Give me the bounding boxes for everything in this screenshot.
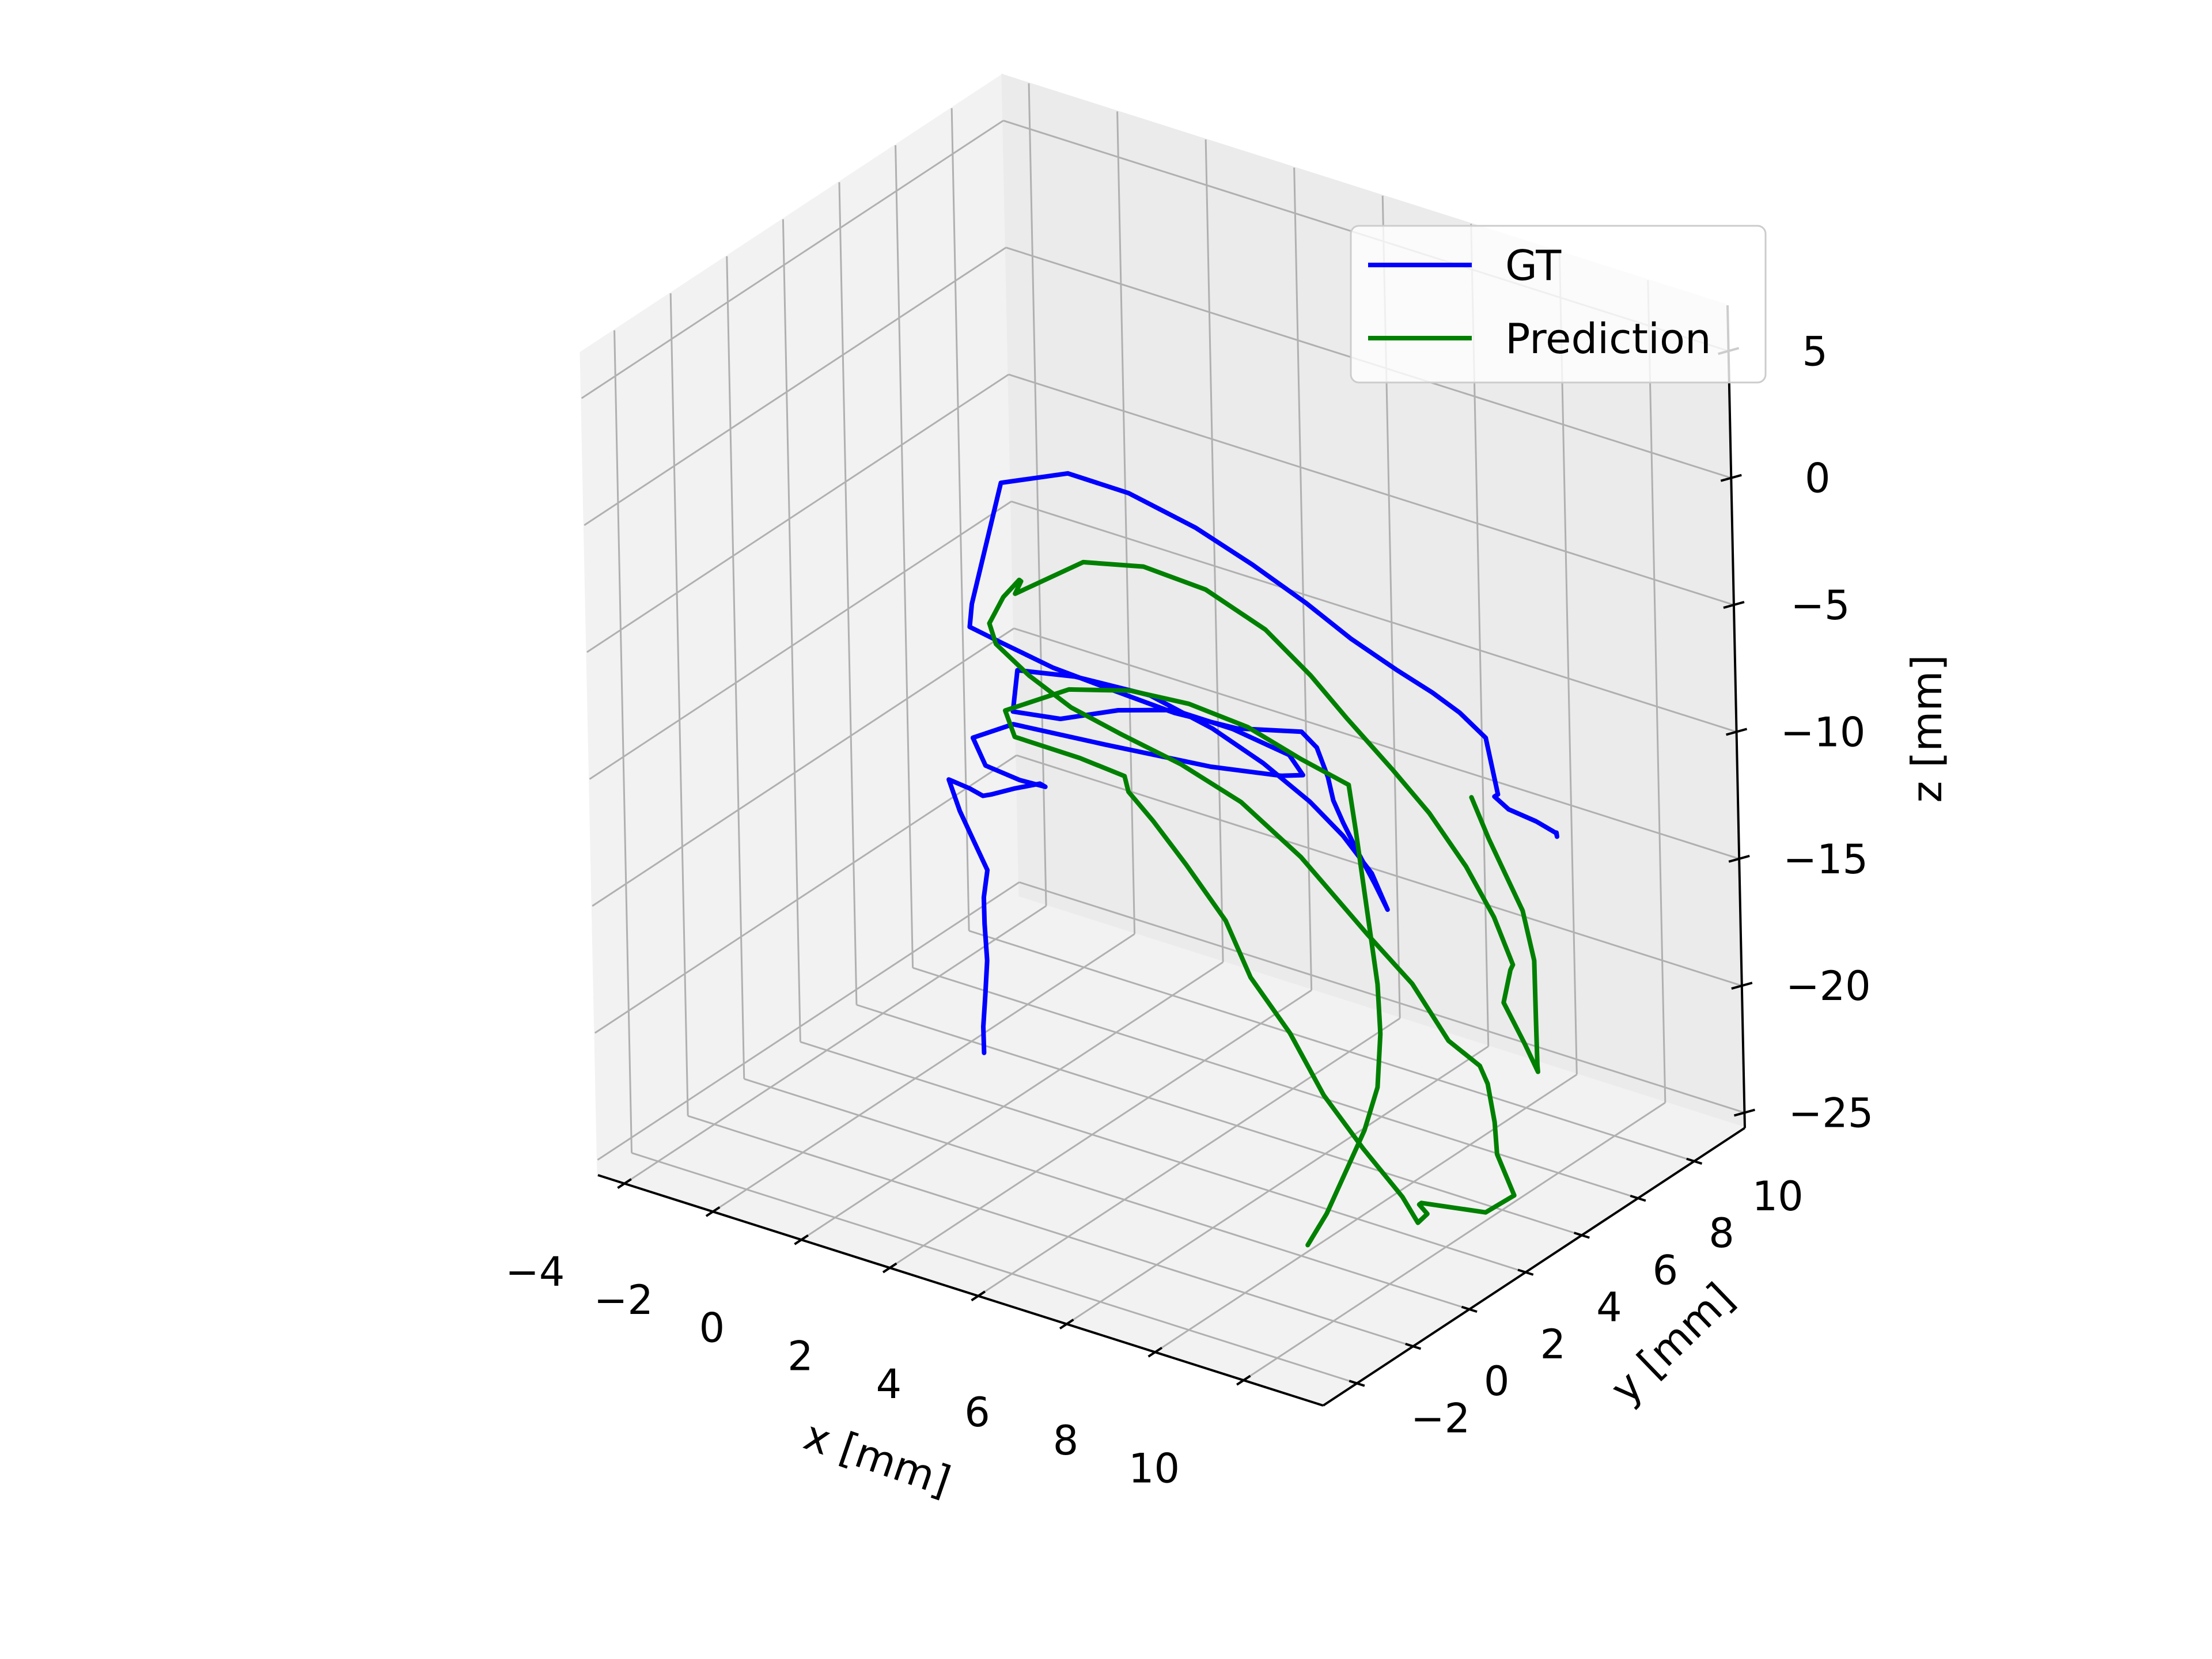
y-tick: [1574, 1232, 1590, 1239]
x-tick: [1059, 1319, 1074, 1330]
grid-line-y-floor: [687, 1115, 1414, 1347]
x-tick-label: −2: [594, 1277, 653, 1324]
y-tick-label: 6: [1653, 1247, 1679, 1294]
z-tick-label: 0: [1805, 455, 1831, 502]
grid-line-z-left: [584, 247, 1007, 526]
z-tick: [1728, 854, 1750, 863]
x-axis: −4 −2 0 2 4 6 8 10: [505, 1174, 1324, 1493]
x-tick-label: 2: [787, 1332, 813, 1380]
grid-line-y-floor: [968, 930, 1695, 1162]
grid-line-z-back: [1016, 754, 1743, 987]
y-tick-label: 8: [1709, 1210, 1734, 1257]
grid-line-z-back: [1013, 627, 1740, 860]
y-axis-line: [1322, 1127, 1746, 1407]
z-tick: [1720, 474, 1742, 482]
x-tick-label: 6: [964, 1389, 990, 1436]
x-tick: [617, 1178, 632, 1190]
series-line-prediction: [987, 559, 1540, 1248]
grid-line-x-back: [1205, 139, 1224, 963]
grid-line-x-floor: [978, 1017, 1401, 1297]
z-tick-label: 5: [1802, 328, 1828, 375]
grid-line-y-left: [950, 108, 970, 931]
x-tick-label: 8: [1053, 1417, 1079, 1464]
y-tick: [1461, 1305, 1478, 1313]
legend-label-gt: GT: [1505, 241, 1562, 290]
grid-line-z-back: [1011, 501, 1737, 733]
y-tick: [1349, 1380, 1365, 1387]
grid-line-x-floor: [801, 961, 1224, 1241]
y-tick: [1686, 1157, 1703, 1165]
y-tick: [1630, 1194, 1646, 1202]
grid-line-z-back: [1018, 881, 1745, 1113]
grid-line-z-left: [589, 501, 1012, 780]
z-tick-label: −5: [1790, 582, 1850, 629]
x-tick: [705, 1206, 721, 1217]
y-tick: [1405, 1343, 1422, 1350]
x-tick-label: −4: [505, 1248, 565, 1296]
y-tick-label: 4: [1596, 1284, 1622, 1331]
grid-line-x-back: [1647, 280, 1666, 1103]
y-tick-label: 0: [1484, 1358, 1510, 1405]
grid-line-x-back: [1028, 83, 1047, 906]
y-tick-label: 2: [1540, 1321, 1566, 1368]
grid-line-y-floor: [912, 967, 1639, 1199]
y-tick: [1517, 1268, 1534, 1276]
y-tick-label: 10: [1752, 1173, 1804, 1220]
grid-line-z-left: [594, 754, 1017, 1034]
grid-line-y-left: [726, 256, 745, 1079]
data-lines: [946, 471, 1559, 1248]
z-axis-line: [1726, 305, 1746, 1128]
z-tick-label: −25: [1789, 1090, 1874, 1137]
z-tick-label: −15: [1783, 836, 1868, 883]
grid-line-y-left: [895, 145, 914, 968]
z-axis-label: z [mm]: [1903, 654, 1951, 802]
x-tick: [1236, 1374, 1251, 1386]
z-tick: [1733, 1108, 1755, 1117]
z-axis: 5 0 −5 −10 −15 −20 −25: [1718, 305, 1874, 1137]
z-tick: [1726, 728, 1748, 736]
grid-line-y-floor: [744, 1078, 1470, 1310]
grid-line-y-left: [838, 182, 858, 1005]
grid-line-x-floor: [624, 905, 1047, 1184]
grid-line-y-floor: [631, 1152, 1358, 1384]
legend: GT Prediction: [1350, 225, 1767, 384]
grid-line-x-floor: [1154, 1074, 1578, 1353]
grid-line-x-floor: [712, 933, 1135, 1213]
series-line-gt: [946, 471, 1559, 1055]
grid-line-x-floor: [889, 989, 1312, 1269]
z-tick-label: −20: [1786, 963, 1871, 1010]
y-tick-label: −2: [1411, 1395, 1470, 1442]
grid-line-y-floor: [856, 1003, 1582, 1236]
x-tick: [794, 1234, 809, 1245]
grid-line-x-back: [1293, 167, 1313, 991]
grid-line-z-left: [592, 627, 1015, 907]
grid-line-y-left: [613, 330, 633, 1153]
grid-line-y-floor: [800, 1041, 1526, 1274]
z-tick: [1723, 601, 1745, 609]
grid-line-z-left: [586, 373, 1009, 653]
x-tick: [971, 1290, 986, 1302]
z-tick: [1731, 982, 1753, 990]
z-tick-label: −10: [1781, 709, 1866, 756]
x-tick-label: 4: [876, 1361, 902, 1408]
grid-line-y-left: [669, 293, 689, 1116]
grid-line-z-left: [581, 120, 1004, 399]
x-tick: [1147, 1346, 1163, 1358]
legend-label-prediction: Prediction: [1505, 315, 1711, 363]
grid-line-z-back: [1008, 373, 1734, 606]
grid-line-y-left: [782, 219, 801, 1042]
x-tick: [882, 1262, 897, 1274]
x-tick-label: 0: [699, 1305, 725, 1352]
grid-line-x-floor: [1243, 1101, 1666, 1381]
x-axis-line: [597, 1174, 1324, 1407]
grid-line-x-floor: [1066, 1046, 1489, 1325]
x-tick-label: 10: [1128, 1445, 1180, 1493]
grid-line-z-left: [597, 881, 1020, 1161]
grid-line-x-back: [1558, 252, 1578, 1075]
